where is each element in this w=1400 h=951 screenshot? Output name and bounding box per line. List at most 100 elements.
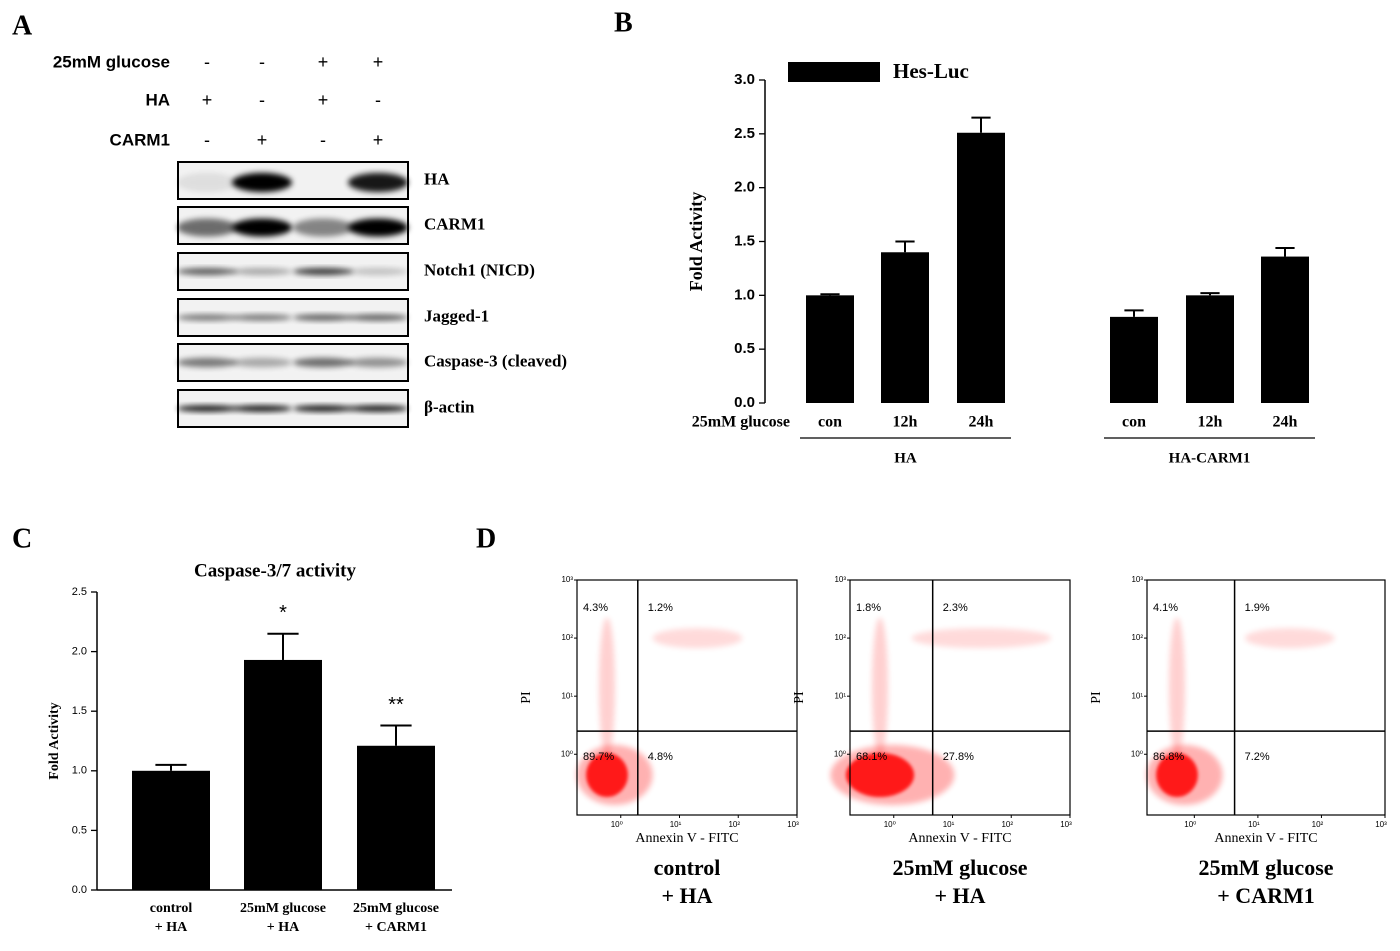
y-tick-label: 2.5	[72, 586, 87, 598]
blot-band	[293, 314, 353, 321]
population-cloud	[830, 617, 1052, 805]
cloud-halo	[576, 745, 653, 805]
band-label: β-actin	[424, 397, 475, 416]
condition-sign: +	[373, 130, 384, 150]
condition-sign: +	[202, 90, 213, 110]
bar	[881, 252, 929, 403]
blot-band	[232, 172, 292, 193]
blot-band	[177, 405, 237, 412]
quadrant-label: 1.8%	[856, 602, 881, 614]
blot-frame	[177, 298, 409, 337]
legend-label: Hes-Luc	[893, 59, 969, 83]
y-tick-label: 10¹	[834, 691, 846, 700]
x-tick-label: 12h	[1198, 414, 1223, 431]
quadrant-label: 68.1%	[856, 751, 887, 763]
quadrant-label: 86.8%	[1153, 751, 1184, 763]
error-bar	[267, 632, 299, 660]
quadrant-label: 2.3%	[943, 602, 968, 614]
y-tick-label: 10³	[834, 575, 846, 584]
blot-band	[232, 314, 292, 321]
x-tick-label: 25mM glucose	[240, 901, 326, 916]
condition-label: HA	[145, 90, 170, 109]
plot-caption: + HA	[934, 883, 985, 908]
band-label: Jagged-1	[424, 306, 489, 325]
cloud-halo	[1146, 745, 1223, 805]
blot-strip	[177, 298, 409, 337]
bar	[957, 132, 1005, 404]
plot-caption: + CARM1	[1217, 883, 1314, 908]
quadrant-label: 4.8%	[648, 751, 673, 763]
blot-band	[293, 405, 353, 412]
legend-swatch	[788, 62, 880, 82]
blot-strip	[177, 206, 409, 245]
y-tick-label: 1.5	[72, 705, 87, 717]
x-tick-label: 12h	[893, 414, 918, 431]
blot-frame	[177, 389, 409, 428]
x-tick-label: 10¹	[1248, 820, 1260, 829]
group-label: HA	[894, 450, 917, 466]
x-axis-label: Annexin V - FITC	[635, 831, 738, 846]
x-tick-label: 10³	[1060, 820, 1072, 829]
x-row-label: 25mM glucose	[692, 414, 790, 431]
group-label: HA-CARM1	[1169, 450, 1251, 466]
x-tick-label: + HA	[267, 920, 300, 935]
blot-strip	[177, 252, 409, 291]
chart-title: Caspase-3/7 activity	[194, 560, 357, 581]
x-tick-label: + HA	[155, 920, 188, 935]
blot-band	[348, 405, 408, 412]
panel-label: C	[12, 523, 32, 554]
y-tick-label: 10⁰	[1131, 749, 1143, 758]
error-bar	[1124, 309, 1144, 317]
plot-frame	[1146, 579, 1386, 816]
cloud-column	[872, 617, 888, 758]
error-bar	[380, 724, 412, 746]
error-bar	[1275, 246, 1295, 257]
plot-caption: control	[654, 855, 721, 880]
population-cloud	[1146, 617, 1335, 805]
plot-caption: 25mM glucose	[892, 855, 1027, 880]
y-tick-label: 10³	[1131, 575, 1143, 584]
y-tick-label: 0.0	[72, 884, 87, 896]
y-tick-label: 10³	[561, 575, 573, 584]
condition-label: 25mM glucose	[53, 52, 170, 71]
x-tick-label: 10³	[787, 820, 799, 829]
condition-sign: -	[204, 130, 210, 150]
quadrant-label: 4.3%	[583, 602, 608, 614]
blot-band	[177, 218, 237, 237]
blot-frame	[177, 206, 409, 245]
plot-caption: 25mM glucose	[1198, 855, 1333, 880]
bar	[357, 745, 435, 890]
cloud-column	[1169, 617, 1185, 758]
condition-sign: +	[318, 52, 329, 72]
y-tick-label: 2.0	[72, 646, 87, 658]
significance-marker: *	[279, 602, 287, 624]
x-tick-label: 10⁰	[611, 820, 623, 829]
population-cloud	[576, 617, 743, 805]
blot-frame	[177, 252, 409, 291]
x-axis-label: Annexin V - FITC	[1214, 831, 1317, 846]
x-tick-label: con	[818, 414, 842, 431]
panel-label: D	[476, 523, 496, 554]
x-tick-label: 24h	[1273, 414, 1298, 431]
y-axis-label: PI	[519, 691, 534, 704]
quadrant-label: 1.2%	[648, 602, 673, 614]
blot-band	[348, 357, 408, 368]
cloud-upper	[652, 628, 743, 649]
x-tick-label: 10³	[1375, 820, 1387, 829]
x-tick-label: 10²	[1001, 820, 1013, 829]
blot-band	[232, 218, 292, 237]
error-bar	[1200, 292, 1220, 296]
y-tick-label: 10²	[561, 633, 573, 642]
band-label: Notch1 (NICD)	[424, 260, 535, 279]
y-tick-label: 3.0	[734, 71, 755, 88]
blot-band	[177, 267, 237, 276]
x-tick-label: 24h	[969, 414, 994, 431]
error-bar	[895, 240, 915, 253]
x-tick-label: 10²	[1312, 820, 1324, 829]
condition-sign: +	[257, 130, 268, 150]
blot-band	[232, 357, 292, 368]
error-bar	[155, 763, 187, 771]
x-axis-label: Annexin V - FITC	[908, 831, 1011, 846]
blot-band	[232, 267, 292, 276]
